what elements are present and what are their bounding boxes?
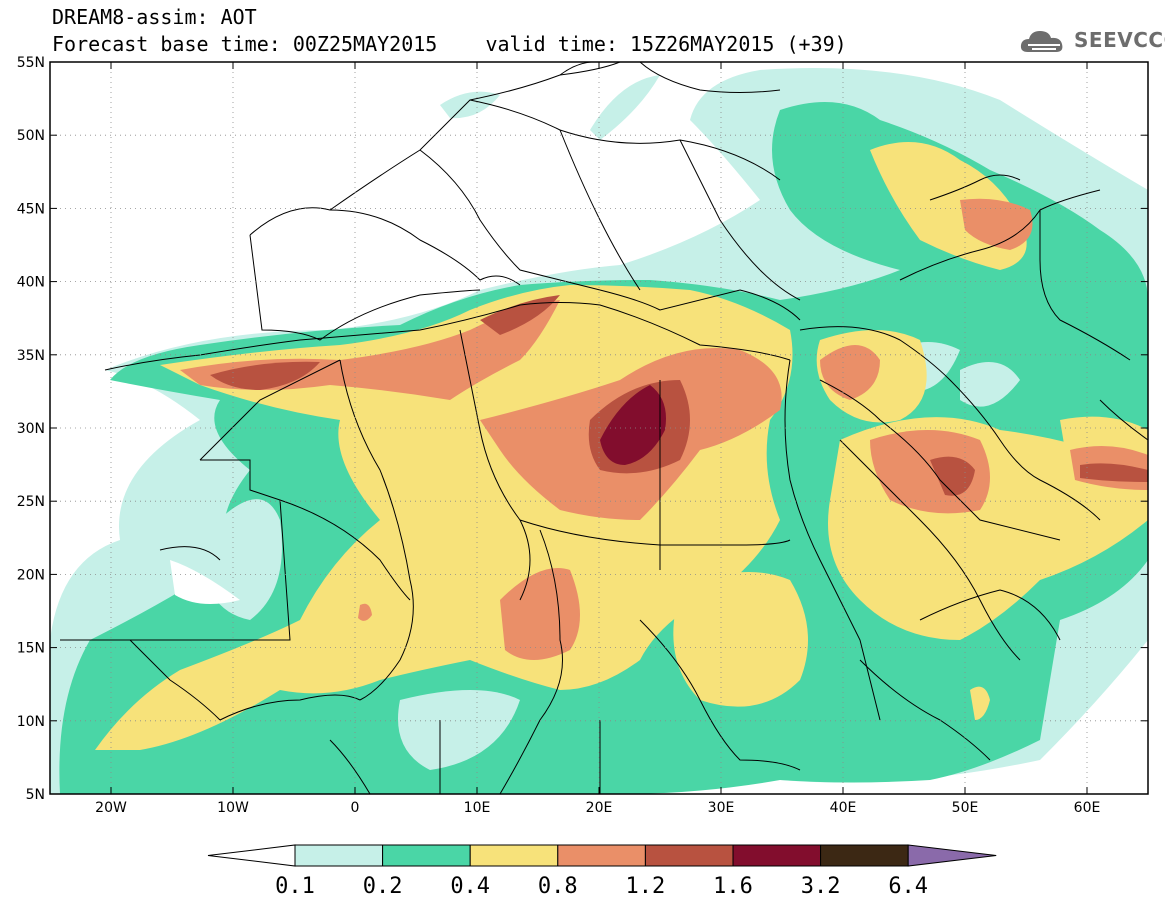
colorbar-label: 0.4	[450, 874, 490, 899]
x-tick-label: 0	[351, 800, 360, 816]
colorbar-swatch	[557, 844, 646, 867]
colorbar-label: 3.2	[801, 874, 841, 899]
colorbar-swatch	[732, 844, 822, 867]
y-tick-label: 30N	[17, 421, 45, 437]
colorbar-over-triangle	[907, 844, 997, 867]
y-tick-label: 45N	[17, 201, 45, 217]
x-tick-label: 20E	[586, 800, 613, 816]
x-tick-label: 30E	[708, 800, 735, 816]
y-tick-label: 15N	[17, 641, 45, 657]
y-tick-label: 35N	[17, 348, 45, 364]
colorbar-label: 1.6	[713, 874, 753, 899]
cloud-icon	[1020, 31, 1063, 52]
x-tick-label: 10E	[464, 800, 491, 816]
y-tick-label: 55N	[17, 55, 45, 71]
colorbar-label: 6.4	[888, 874, 928, 899]
colorbar-label: 0.8	[538, 874, 578, 899]
latitude-axis: 55N 50N 45N 40N 35N 30N 25N 20N 15N 10N 5N	[17, 55, 1148, 803]
colorbar-swatch	[644, 844, 734, 867]
graticule	[50, 62, 1148, 794]
logo-text: SEEVCCC	[1074, 28, 1165, 52]
x-tick-label: 20W	[95, 800, 127, 816]
y-tick-label: 40N	[17, 275, 45, 291]
y-tick-label: 5N	[26, 787, 45, 803]
y-tick-label: 25N	[17, 494, 45, 510]
colorbar-swatch	[294, 844, 384, 867]
colorbar-under-triangle	[207, 844, 296, 867]
title-model-field: DREAM8-assim: AOT	[52, 5, 257, 29]
colorbar-label: 0.2	[363, 874, 403, 899]
colorbar-swatch	[382, 844, 471, 867]
y-tick-label: 20N	[17, 567, 45, 583]
y-tick-label: 50N	[17, 128, 45, 144]
x-tick-label: 50E	[952, 800, 979, 816]
colorbar-label: 0.1	[275, 874, 315, 899]
aot-band-1-6	[600, 385, 666, 465]
x-tick-label: 40E	[830, 800, 857, 816]
colorbar-label: 1.2	[626, 874, 666, 899]
title-forecast-times: Forecast base time: 00Z25MAY2015 valid t…	[52, 32, 847, 56]
colorbar-swatch	[820, 844, 909, 867]
colorbar-swatch	[469, 844, 559, 867]
x-tick-label: 10W	[217, 800, 249, 816]
x-tick-label: 60E	[1074, 800, 1101, 816]
seevccc-logo: SEEVCCC	[1018, 26, 1165, 58]
y-tick-label: 10N	[17, 714, 45, 730]
country-borders	[60, 62, 1148, 794]
longitude-axis: 20W 10W 0 10E 20E 30E 40E 50E 60E	[95, 62, 1100, 816]
